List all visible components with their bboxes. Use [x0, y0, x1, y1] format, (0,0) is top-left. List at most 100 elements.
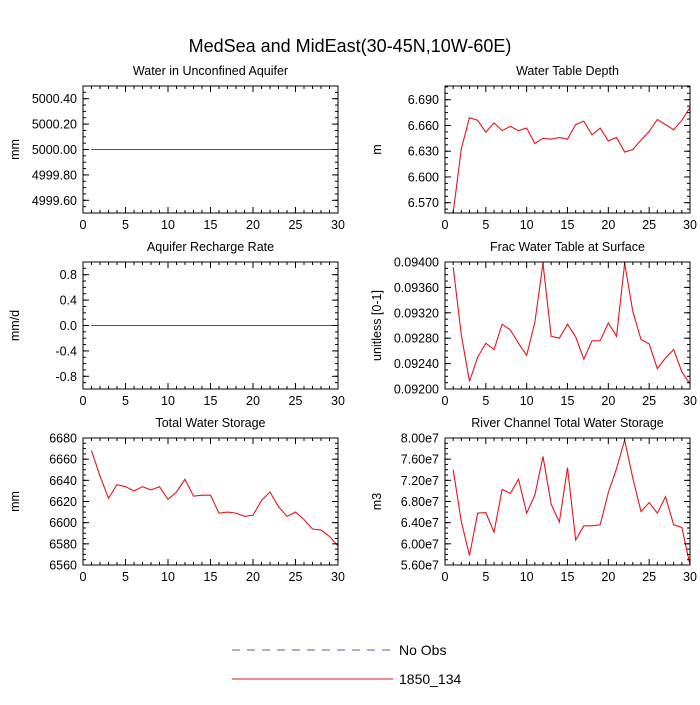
x-tick-label: 15	[204, 570, 218, 584]
y-tick-label: 7.60e7	[401, 453, 439, 467]
series-line	[452, 107, 691, 214]
y-axis-label: mm	[8, 491, 22, 512]
series-line	[452, 263, 691, 385]
x-tick-label: 10	[161, 218, 175, 232]
panel-2: Water Table Depth m 0 5 10 15 20 25 30 6.570 6.600…	[370, 64, 697, 232]
x-tick-label: 0	[442, 570, 449, 584]
x-tick-label: 25	[642, 570, 656, 584]
y-tick-label: 6620	[49, 495, 77, 509]
x-tick-label: 30	[683, 570, 697, 584]
y-tick-label: 6660	[49, 453, 77, 467]
y-tick-label: 0.09240	[394, 357, 439, 371]
series-line	[452, 439, 691, 566]
x-tick-label: 5	[482, 394, 489, 408]
x-tick-label: 15	[561, 218, 575, 232]
y-tick-label: 6.630	[408, 145, 439, 159]
legend: No Obs 1850_134	[232, 642, 462, 687]
x-tick-label: 15	[204, 218, 218, 232]
y-tick-label: 0.09360	[394, 281, 439, 295]
x-tick-label: 25	[289, 218, 303, 232]
legend-label-2: 1850_134	[399, 671, 462, 687]
y-tick-label: 4999.80	[32, 168, 77, 182]
x-tick-label: 30	[683, 218, 697, 232]
y-tick-label: 0.09320	[394, 306, 439, 320]
x-tick-label: 5	[122, 218, 129, 232]
x-tick-label: 30	[683, 394, 697, 408]
y-tick-label: 6600	[49, 516, 77, 530]
y-tick-label: 6.40e7	[401, 516, 439, 530]
y-tick-label: 7.20e7	[401, 474, 439, 488]
panel-title: Water Table Depth	[516, 64, 619, 78]
x-tick-label: 25	[642, 218, 656, 232]
y-tick-label: 0.09200	[394, 383, 439, 397]
y-tick-label: 0.8	[60, 268, 77, 282]
x-tick-label: 20	[246, 394, 260, 408]
x-tick-label: 0	[442, 218, 449, 232]
x-tick-label: 25	[642, 394, 656, 408]
x-tick-label: 30	[331, 570, 345, 584]
x-tick-label: 30	[331, 218, 345, 232]
y-tick-label: 4999.60	[32, 194, 77, 208]
x-tick-label: 30	[331, 394, 345, 408]
y-tick-label: 5.60e7	[401, 559, 439, 573]
panel-6: River Channel Total Water Storage m3 0 5 10 1…	[370, 416, 697, 584]
y-axis-label: m3	[370, 493, 384, 510]
panel-1: Water in Unconfined Aquifer mm 0 5 10 15 20 25 3…	[8, 64, 345, 232]
figure-title: MedSea and MidEast(30-45N,10W-60E)	[189, 36, 512, 56]
panel-title: River Channel Total Water Storage	[471, 416, 664, 430]
y-tick-label: 6560	[49, 559, 77, 573]
y-axis-label: mm/d	[8, 310, 22, 341]
panel-5: Total Water Storage mm 0 5 10 15 20 25 30 6560 658…	[8, 416, 345, 584]
y-tick-label: 6.600	[408, 170, 439, 184]
y-tick-label: 8.00e7	[401, 432, 439, 446]
x-tick-label: 20	[246, 218, 260, 232]
x-tick-label: 10	[520, 218, 534, 232]
x-tick-label: 25	[289, 570, 303, 584]
x-tick-label: 10	[520, 394, 534, 408]
x-tick-label: 5	[122, 394, 129, 408]
x-tick-label: 5	[482, 570, 489, 584]
y-tick-label: 6580	[49, 537, 77, 551]
plot-frame	[82, 437, 339, 566]
panel-title: Water in Unconfined Aquifer	[133, 64, 288, 78]
y-tick-label: 5000.20	[32, 118, 77, 132]
x-tick-label: 0	[442, 394, 449, 408]
y-tick-label: 6.660	[408, 119, 439, 133]
x-tick-label: 0	[80, 394, 87, 408]
x-tick-label: 0	[80, 570, 87, 584]
panel-4: Frac Water Table at Surface unitless [0-1…	[370, 240, 697, 408]
x-tick-label: 25	[289, 394, 303, 408]
legend-label-1: No Obs	[399, 642, 446, 658]
x-tick-label: 20	[601, 570, 615, 584]
y-tick-label: 6640	[49, 474, 77, 488]
x-tick-label: 20	[601, 218, 615, 232]
y-tick-label: 0.0	[60, 319, 77, 333]
x-tick-label: 10	[520, 570, 534, 584]
x-tick-label: 20	[601, 394, 615, 408]
x-tick-label: 15	[561, 570, 575, 584]
x-tick-label: 5	[122, 570, 129, 584]
y-tick-label: 6.80e7	[401, 495, 439, 509]
y-tick-label: -0.4	[55, 344, 77, 358]
y-axis-label: m	[370, 144, 384, 154]
plot-frame	[444, 261, 691, 390]
x-tick-label: 20	[246, 570, 260, 584]
panel-title: Total Water Storage	[155, 416, 265, 430]
y-tick-label: 6680	[49, 432, 77, 446]
y-tick-label: 6.690	[408, 93, 439, 107]
y-tick-label: 5000.00	[32, 143, 77, 157]
y-tick-label: 6.570	[408, 196, 439, 210]
panels: Water in Unconfined Aquifer mm 0 5 10 15 20 25 3…	[8, 64, 697, 584]
plot-frame	[444, 437, 691, 566]
y-tick-label: 5000.40	[32, 92, 77, 106]
x-tick-label: 15	[561, 394, 575, 408]
panel-title: Frac Water Table at Surface	[490, 240, 645, 254]
y-axis-label: mm	[8, 139, 22, 160]
x-tick-label: 10	[161, 570, 175, 584]
plot-frame	[444, 85, 691, 214]
x-tick-label: 15	[204, 394, 218, 408]
x-tick-label: 5	[482, 218, 489, 232]
y-tick-label: 0.09400	[394, 256, 439, 270]
